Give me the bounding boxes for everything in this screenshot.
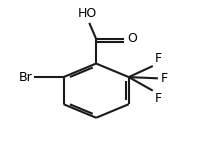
Text: Br: Br bbox=[19, 71, 33, 84]
Text: O: O bbox=[127, 32, 137, 45]
Text: F: F bbox=[160, 72, 168, 85]
Text: F: F bbox=[154, 52, 162, 65]
Text: HO: HO bbox=[78, 7, 97, 20]
Text: F: F bbox=[154, 92, 162, 105]
